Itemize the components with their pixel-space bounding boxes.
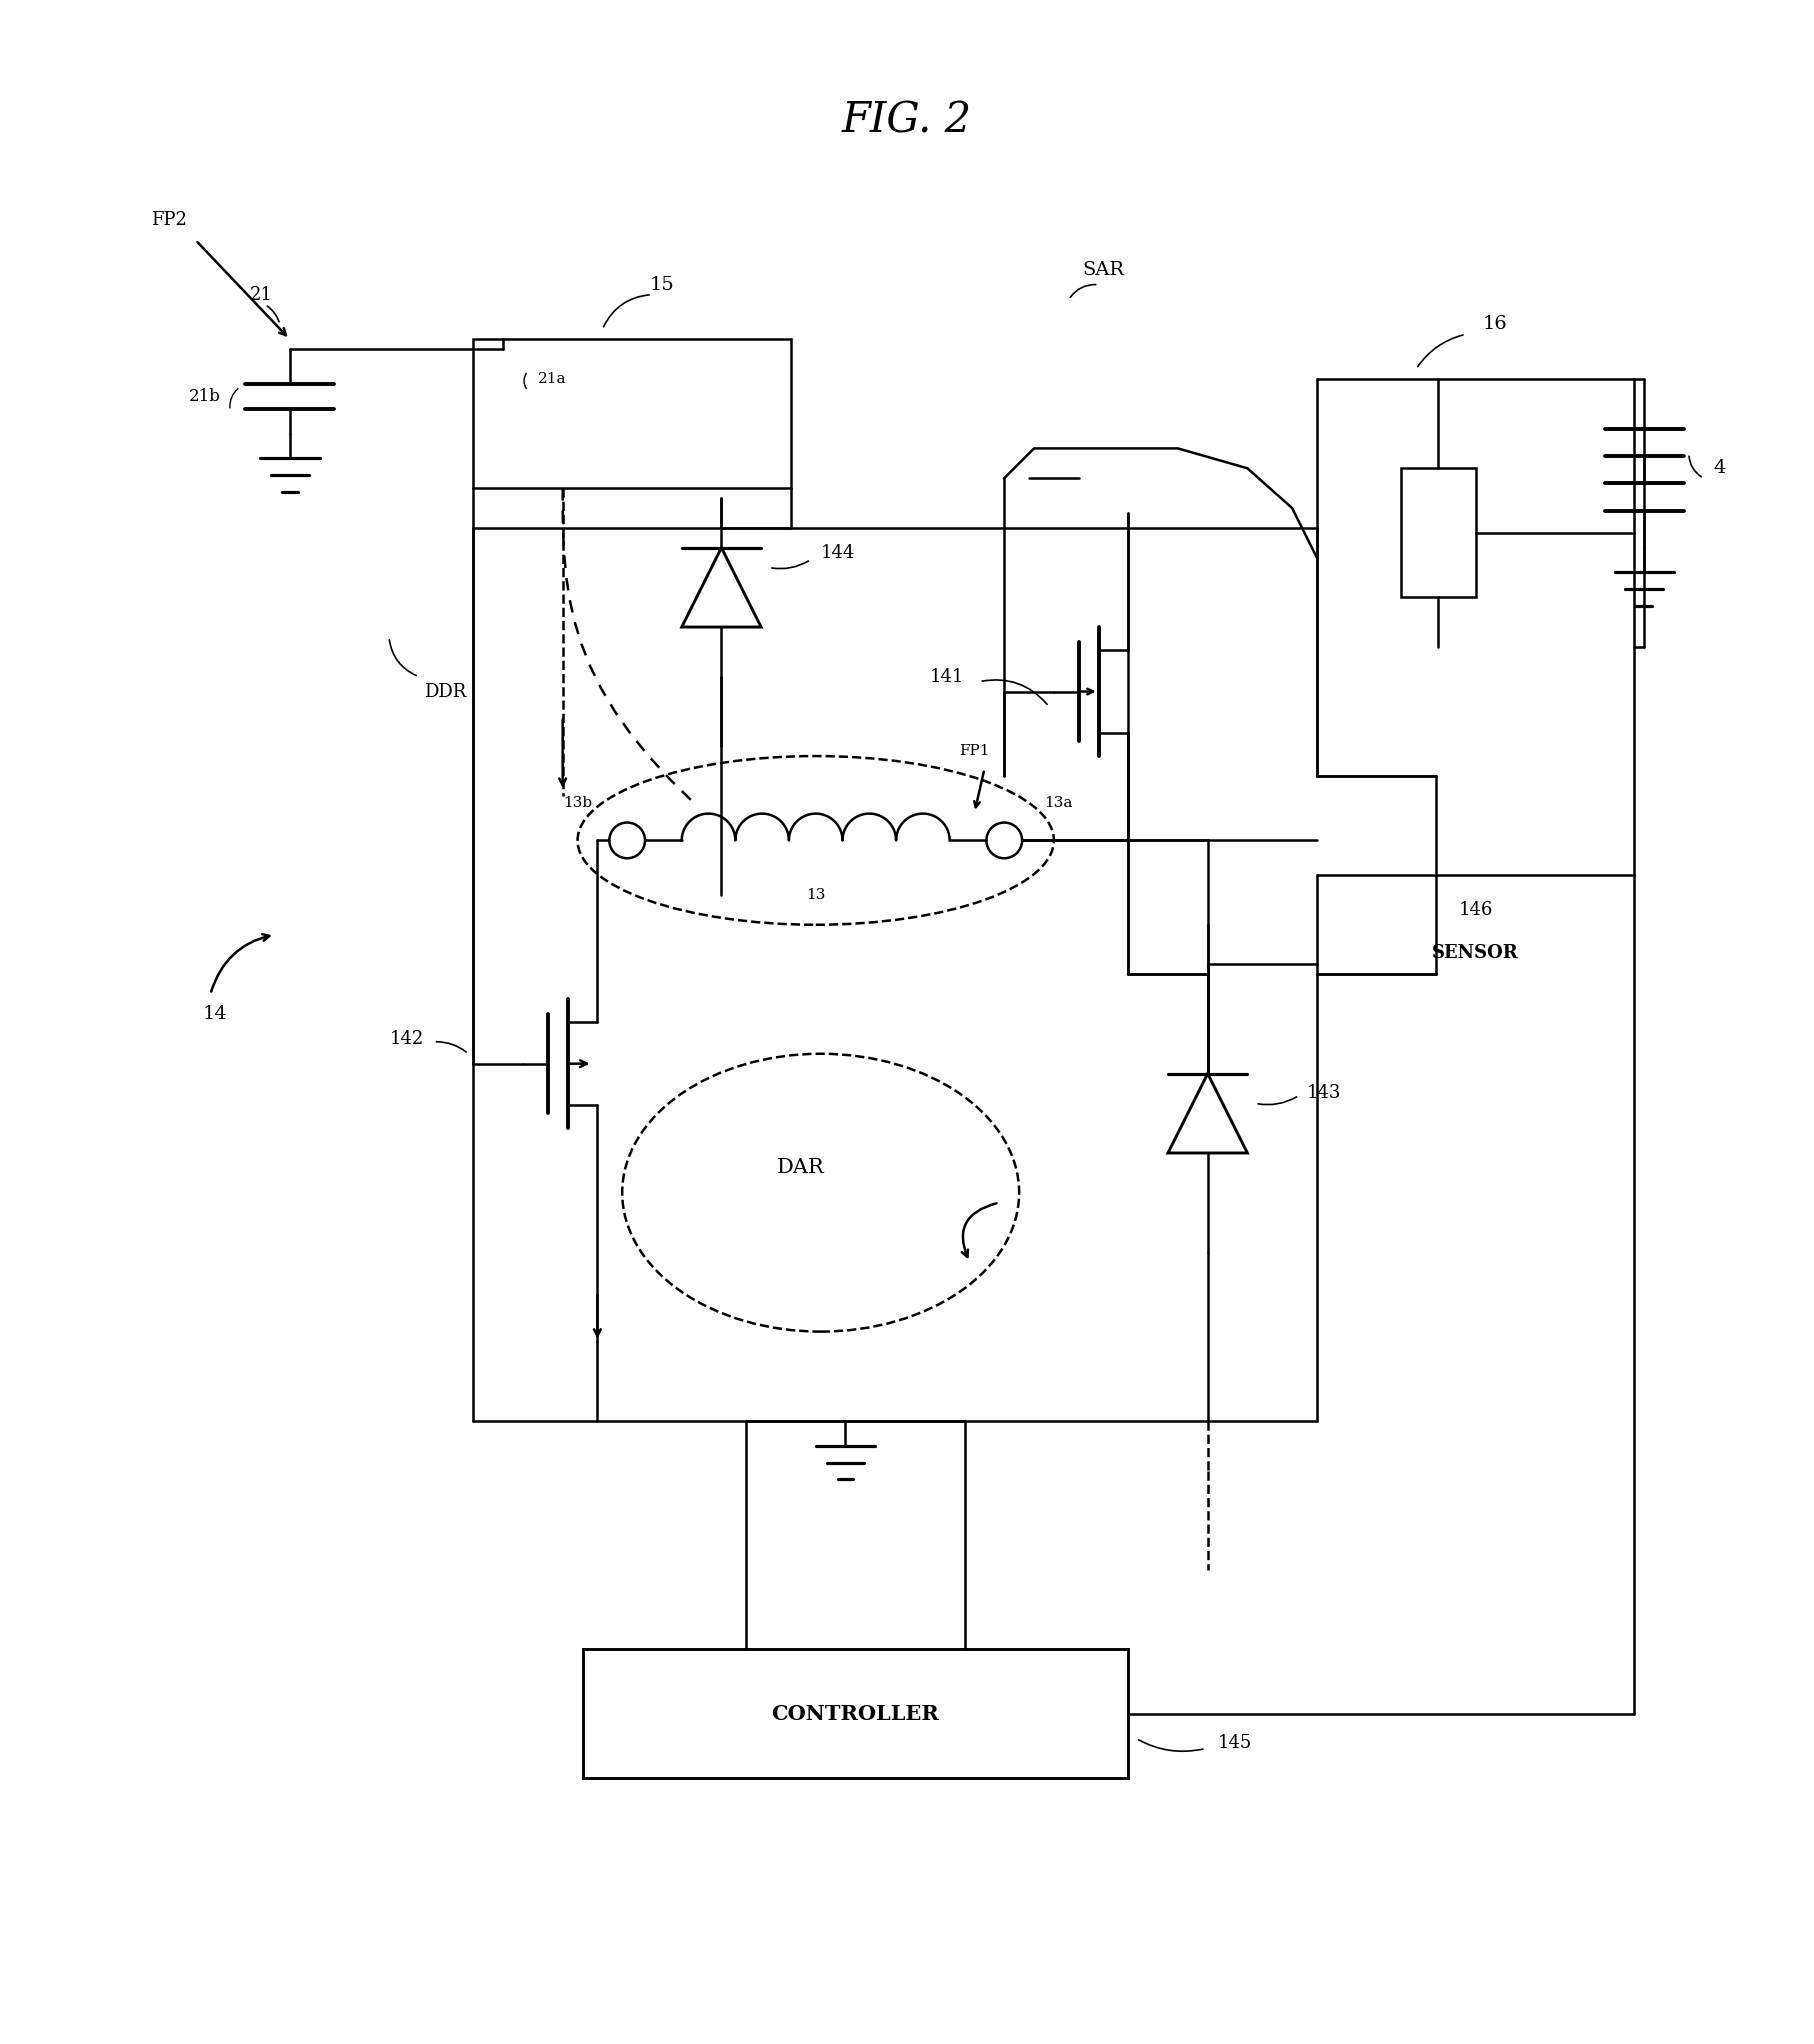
- Text: 16: 16: [1482, 315, 1507, 333]
- Text: 145: 145: [1217, 1735, 1252, 1752]
- Text: 143: 143: [1306, 1085, 1341, 1102]
- Text: SENSOR: SENSOR: [1431, 944, 1518, 961]
- Text: 4: 4: [1712, 460, 1725, 476]
- Text: 141: 141: [929, 668, 963, 685]
- Text: DDR: DDR: [423, 683, 466, 701]
- Bar: [582, 1650, 1128, 1778]
- Text: 21: 21: [250, 286, 272, 305]
- Text: CONTROLLER: CONTROLLER: [771, 1703, 940, 1723]
- Bar: [473, 339, 791, 489]
- Text: SAR: SAR: [1081, 262, 1125, 278]
- Bar: [1400, 468, 1475, 597]
- Text: 21b: 21b: [189, 388, 219, 405]
- Text: 14: 14: [203, 1006, 227, 1024]
- Text: 13b: 13b: [562, 795, 591, 809]
- Text: 13: 13: [805, 887, 825, 901]
- Text: 13a: 13a: [1043, 795, 1072, 809]
- Text: 146: 146: [1458, 901, 1491, 920]
- Text: DAR: DAR: [776, 1159, 824, 1177]
- Polygon shape: [1168, 1073, 1246, 1153]
- Text: 144: 144: [820, 544, 854, 562]
- Text: 15: 15: [649, 276, 673, 294]
- Polygon shape: [682, 548, 760, 628]
- Text: FIG. 2: FIG. 2: [842, 100, 972, 141]
- Text: FP1: FP1: [960, 744, 990, 758]
- Text: 142: 142: [390, 1030, 423, 1049]
- Text: FP2: FP2: [151, 211, 187, 229]
- Text: 21a: 21a: [537, 372, 566, 386]
